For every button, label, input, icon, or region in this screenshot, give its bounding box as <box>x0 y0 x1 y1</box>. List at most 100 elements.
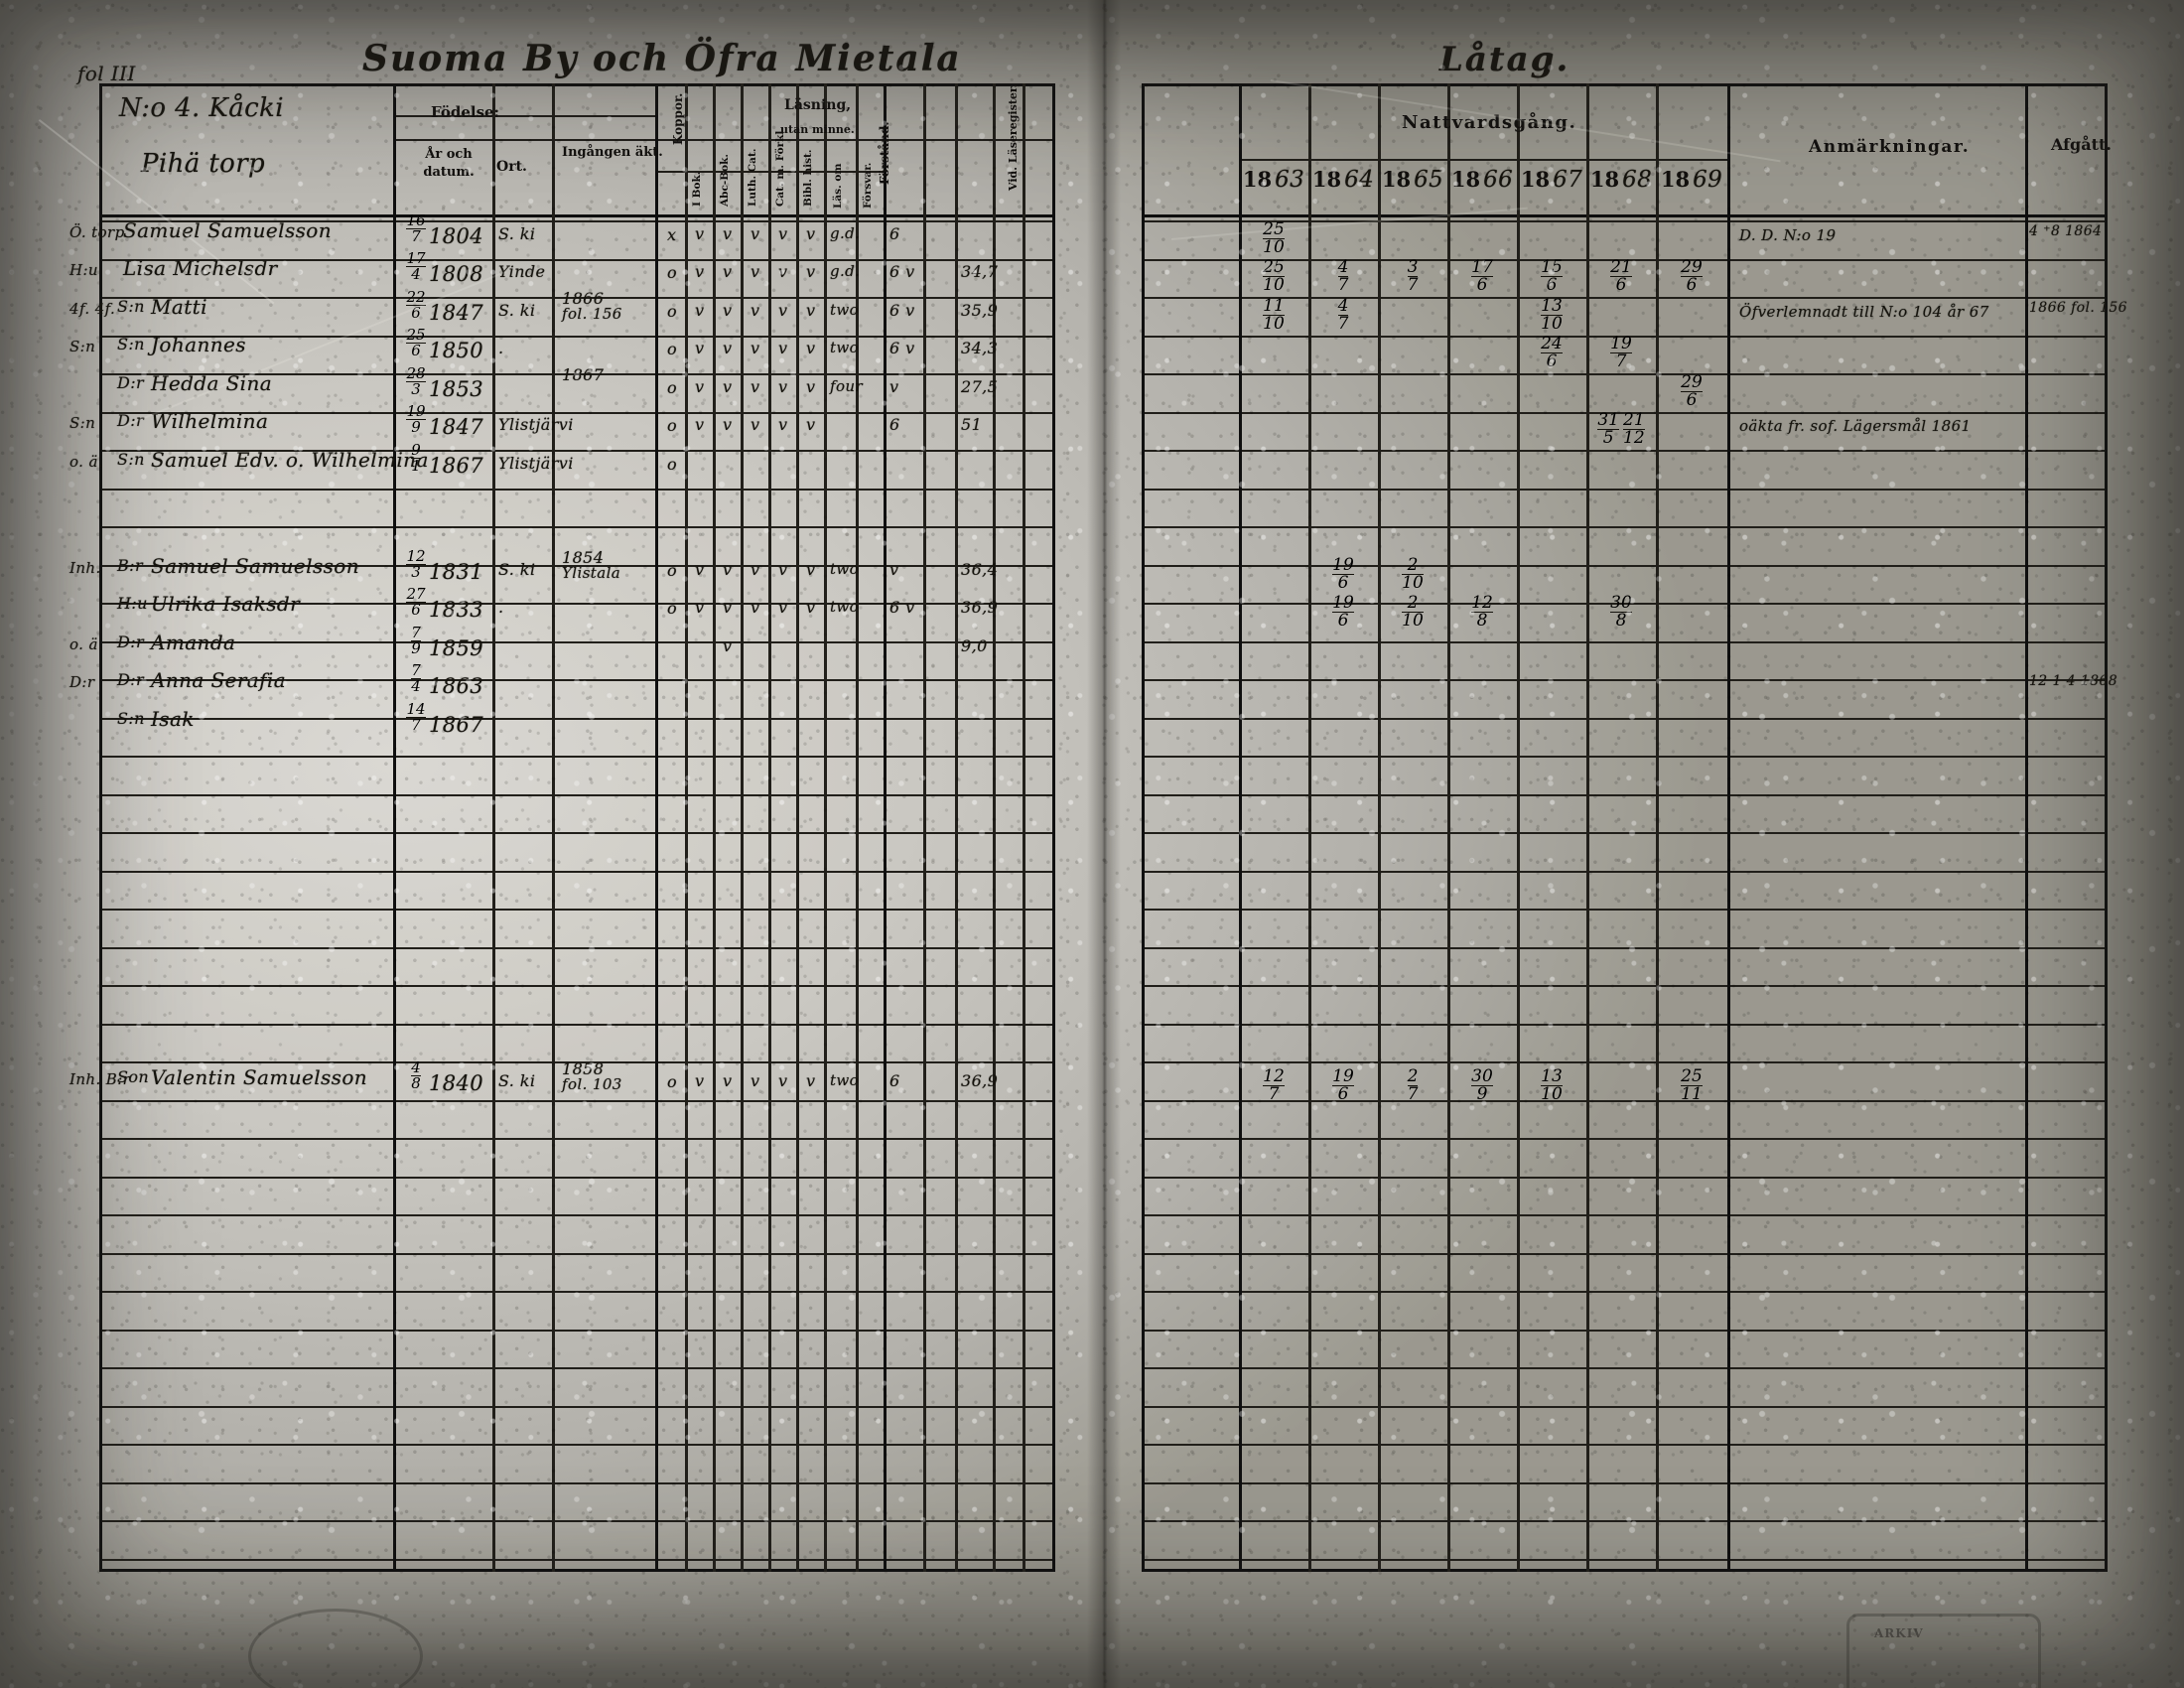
left-row-line-25 <box>99 1177 1052 1179</box>
row-understanding-r8: v <box>889 560 899 579</box>
row-birth-place-r3: S. ki <box>498 301 536 320</box>
left-row-line-6 <box>99 450 1052 452</box>
knowledge-subcolumn-1: Försvar. <box>862 162 874 209</box>
right-table-bottom-border <box>1142 1569 2105 1572</box>
row-relation-r3: S:n <box>117 297 145 316</box>
row-reading-r6-0: v <box>695 415 705 434</box>
row-birth-date-r4: 25 6 <box>406 326 426 359</box>
reading-subcolumn-0: I Bok. <box>691 171 703 207</box>
row-birth-year-r2: 1808 <box>429 262 484 286</box>
left-col-rule-1 <box>393 83 396 1572</box>
right-row-line-5 <box>1142 412 2105 414</box>
row-status-prefix-r11: D:r <box>69 673 95 691</box>
understanding-header: Förstånd. <box>878 121 891 185</box>
year-prefix: 18 <box>1660 167 1691 192</box>
left-col-rule-12 <box>884 83 887 1572</box>
fraction: 24 6 <box>1541 334 1563 371</box>
right-row-line-6 <box>1142 450 2105 452</box>
left-row-line-14 <box>99 756 1052 758</box>
row-departed-r3: 1866 fol. 156 <box>2029 300 2127 316</box>
left-subheader-line-a <box>393 139 1052 141</box>
row-reading-r1-4: v <box>806 224 816 243</box>
right-row-line-11 <box>1142 641 2105 643</box>
row-reading-r2-1: v <box>723 262 733 281</box>
row-smallpox-r3: o <box>667 302 678 321</box>
row-knowledge-r4: two <box>830 339 860 356</box>
fraction: 25 10 <box>1263 257 1285 295</box>
right-row-line-15 <box>1142 794 2105 796</box>
row-birth-year-r1: 1804 <box>429 224 484 248</box>
row-reading-r9-0: v <box>695 598 705 617</box>
left-col-rule-14 <box>955 83 958 1572</box>
row-reading-r8-3: v <box>778 560 788 579</box>
row-notes-r1: D. D. N:o 19 <box>1739 226 1837 244</box>
right-row-line-35 <box>1142 1559 2105 1561</box>
row-reading-r8-0: v <box>695 560 705 579</box>
row-communion-r3-1867: 13 10 <box>1524 296 1579 334</box>
row-communion-r8-1865: 2 10 <box>1385 557 1440 593</box>
right-col-rule-6 <box>1586 83 1589 1572</box>
fraction: 13 10 <box>1541 296 1563 334</box>
row-reading-r3-4: v <box>806 301 816 320</box>
left-row-line-11 <box>99 641 1052 643</box>
row-understanding-r1: 6 <box>889 224 900 243</box>
right-col-rule-7 <box>1656 83 1659 1572</box>
fraction: 2 10 <box>1402 593 1424 631</box>
row-communion-r5-1869: 29 6 <box>1664 374 1719 410</box>
row-birth-year-r9: 1833 <box>429 598 484 622</box>
row-register-r3: 35,9 <box>961 301 999 320</box>
row-smallpox-r1: x <box>667 225 677 244</box>
left-row-line-9 <box>99 565 1052 567</box>
row-name-r8: Samuel Samuelsson <box>151 554 360 578</box>
row-status-prefix-r3: 4f. 4f. <box>69 300 116 318</box>
row-reading-r13-3: v <box>778 1071 788 1090</box>
year-suffix: 66 <box>1483 167 1514 193</box>
row-communion-r9-1864: 19 6 <box>1315 595 1371 631</box>
row-reading-r10-1: v <box>723 636 733 655</box>
row-reading-r6-2: v <box>751 415 760 434</box>
row-smallpox-r6: o <box>667 416 678 435</box>
year-prefix: 18 <box>1589 167 1620 192</box>
row-name-r10: Amanda <box>151 631 236 654</box>
row-reading-r2-3: v <box>778 262 788 281</box>
row-birth-year-r13: 1840 <box>429 1071 484 1095</box>
left-col-rule-3 <box>552 83 555 1572</box>
row-understanding-r2: 6 v <box>889 262 915 281</box>
row-birth-year-r5: 1853 <box>429 377 484 401</box>
right-row-line-8 <box>1142 526 2105 528</box>
right-row-line-10 <box>1142 603 2105 605</box>
right-row-line-32 <box>1142 1444 2105 1446</box>
row-reading-r2-0: v <box>695 262 705 281</box>
row-reading-r4-3: v <box>778 339 788 357</box>
left-row-line-8 <box>99 526 1052 528</box>
right-row-line-7 <box>1142 489 2105 491</box>
right-row-line-19 <box>1142 947 2105 949</box>
departed-header: Afgått. <box>2051 135 2112 154</box>
year-header-1863: 18 63 <box>1239 167 1308 193</box>
right-row-line-34 <box>1142 1520 2105 1522</box>
row-birth-place-r9: . <box>498 598 504 617</box>
row-reading-r5-3: v <box>778 377 788 396</box>
row-smallpox-r2: o <box>667 263 678 282</box>
left-col-rule-4 <box>655 83 658 1572</box>
fraction: 30 8 <box>1610 593 1632 631</box>
left-birth-group-line <box>552 115 655 117</box>
row-name-r1: Samuel Samuelsson <box>123 218 333 242</box>
row-notes-r3: Öfverlemnadt till N:o 104 år 67 <box>1739 303 1989 321</box>
row-register-r10: 9,0 <box>961 636 988 655</box>
left-table-top-border <box>99 83 1052 86</box>
year-suffix: 69 <box>1693 167 1723 193</box>
row-smallpox-r5: o <box>667 378 678 397</box>
left-row-line-30 <box>99 1367 1052 1369</box>
certificate-header: Vid. Läseregister. <box>1007 83 1020 191</box>
reading-subcolumn-2: Luth. Cat. <box>747 148 758 207</box>
year-header-1865: 18 65 <box>1378 167 1447 193</box>
row-smallpox-r8: o <box>667 561 678 580</box>
left-row-line-28 <box>99 1291 1052 1293</box>
